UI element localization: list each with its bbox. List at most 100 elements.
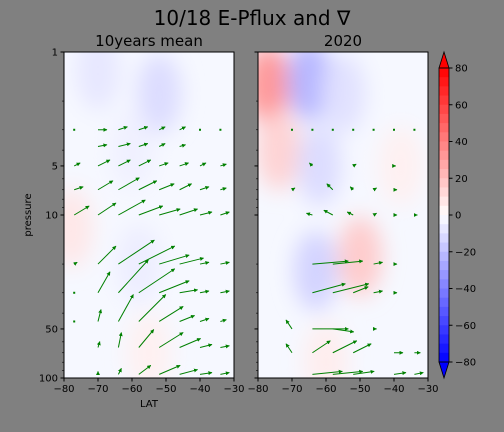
panel-10years-mean: −80 −70 −60 −50 −40 −30 1 5 10 50 100 [39,48,245,396]
colorbar-tick-label: 0 [455,211,461,222]
flux-arrow [414,371,424,376]
flux-arrow [220,289,230,294]
colorbar-segment [439,205,449,216]
flux-arrow [323,209,334,216]
flux-arrow [285,343,293,354]
colorbar-segment [439,95,449,106]
flux-arrow [158,306,184,322]
colorbar-segment [439,196,449,207]
colorbar-tick-label: 20 [455,174,468,185]
flux-point [291,128,293,131]
flux-arrow [179,183,192,191]
flux-arrow [179,314,195,322]
field-blob [127,312,171,378]
colorbar-extend-min [438,361,450,380]
panel-1-title: 10years mean [95,32,203,50]
field-blob [287,52,331,121]
colorbar-segment [439,352,449,363]
y-tick-label: 5 [52,161,58,172]
flux-arrow [73,162,81,167]
flux-arrow [312,369,343,375]
flux-arrow [179,368,198,375]
x-tick-label: −50 [155,384,176,395]
colorbar-segment [439,187,449,198]
colorbar-tick-label: −40 [455,284,476,295]
flux-arrow [199,371,213,376]
flux-arrow [309,162,314,167]
flux-arrow [97,180,114,191]
flux-arrow [199,261,210,265]
colorbar-segment [439,150,449,161]
flux-arrow [179,257,204,265]
flux-arrow [138,329,155,348]
field-blob [378,125,423,206]
figure-title: 10/18 E-Pflux and ∇ [154,6,351,30]
flux-arrow [373,289,383,294]
flux-arrow [306,212,313,217]
flux-arrow [73,205,90,216]
colorbar-segment [439,113,449,124]
flux-arrow [73,261,78,266]
flux-arrow [312,340,331,354]
panel-2020: −80 −70 −60 −50 −40 −30 [247,51,439,395]
y-axis-label: pressure [23,193,34,236]
flux-arrow [158,143,166,147]
flux-arrow [285,319,293,330]
panel-2-title: 2020 [324,32,362,50]
colorbar-segment [439,169,449,179]
flux-arrow [220,371,230,376]
flux-arrow [117,368,122,375]
colorbar-segment [439,343,449,354]
flux-arrow [118,142,131,147]
flux-point [311,128,314,131]
colorbar-segment [439,86,449,97]
field-blob [304,322,348,378]
flux-arrow [179,162,189,167]
x-tick-label: −70 [281,384,302,395]
flux-arrow [179,338,201,348]
colorbar-segment [439,316,449,326]
y-tick-label: 10 [45,211,58,222]
colorbar-segment [439,215,449,225]
flux-arrow [353,369,375,375]
colorbar-segment [439,288,449,299]
flux-arrow [312,282,346,294]
field-blob [64,187,93,268]
colorbar-segment [439,224,449,234]
flux-arrow [118,159,131,167]
flux-arrow [74,185,84,191]
flux-arrow [326,183,334,191]
flux-arrow [97,271,111,294]
x-tick-label: −40 [383,384,404,395]
flux-arrow [332,259,364,265]
flux-arrow [138,364,152,375]
colorbar-segment [439,141,449,152]
flux-arrow [118,199,146,216]
colorbar-segment [439,77,449,87]
flux-point [413,128,416,131]
field-blob [137,53,182,134]
colorbar-segment [439,68,449,78]
flux-arrow [96,341,101,348]
field-blob [293,230,338,311]
colorbar-segment [439,251,449,262]
colorbar-tick-label: 60 [455,100,468,111]
field-blob [76,52,120,111]
y-tick-label: 50 [45,324,58,335]
flux-arrow [138,126,149,131]
y-tick-label: 100 [39,374,58,385]
flux-arrow [159,254,190,265]
flux-point [73,128,76,131]
flux-arrow [332,369,364,375]
flux-arrow [220,211,230,216]
field-blob [110,110,154,191]
x-tick-label: −30 [223,384,244,395]
x-tick-label: −80 [247,384,268,395]
flux-arrow [220,187,227,191]
flux-arrow [158,126,166,131]
field-blob [258,110,301,191]
flux-point [352,128,355,131]
flux-arrow [138,294,167,322]
flux-arrow [138,159,152,167]
